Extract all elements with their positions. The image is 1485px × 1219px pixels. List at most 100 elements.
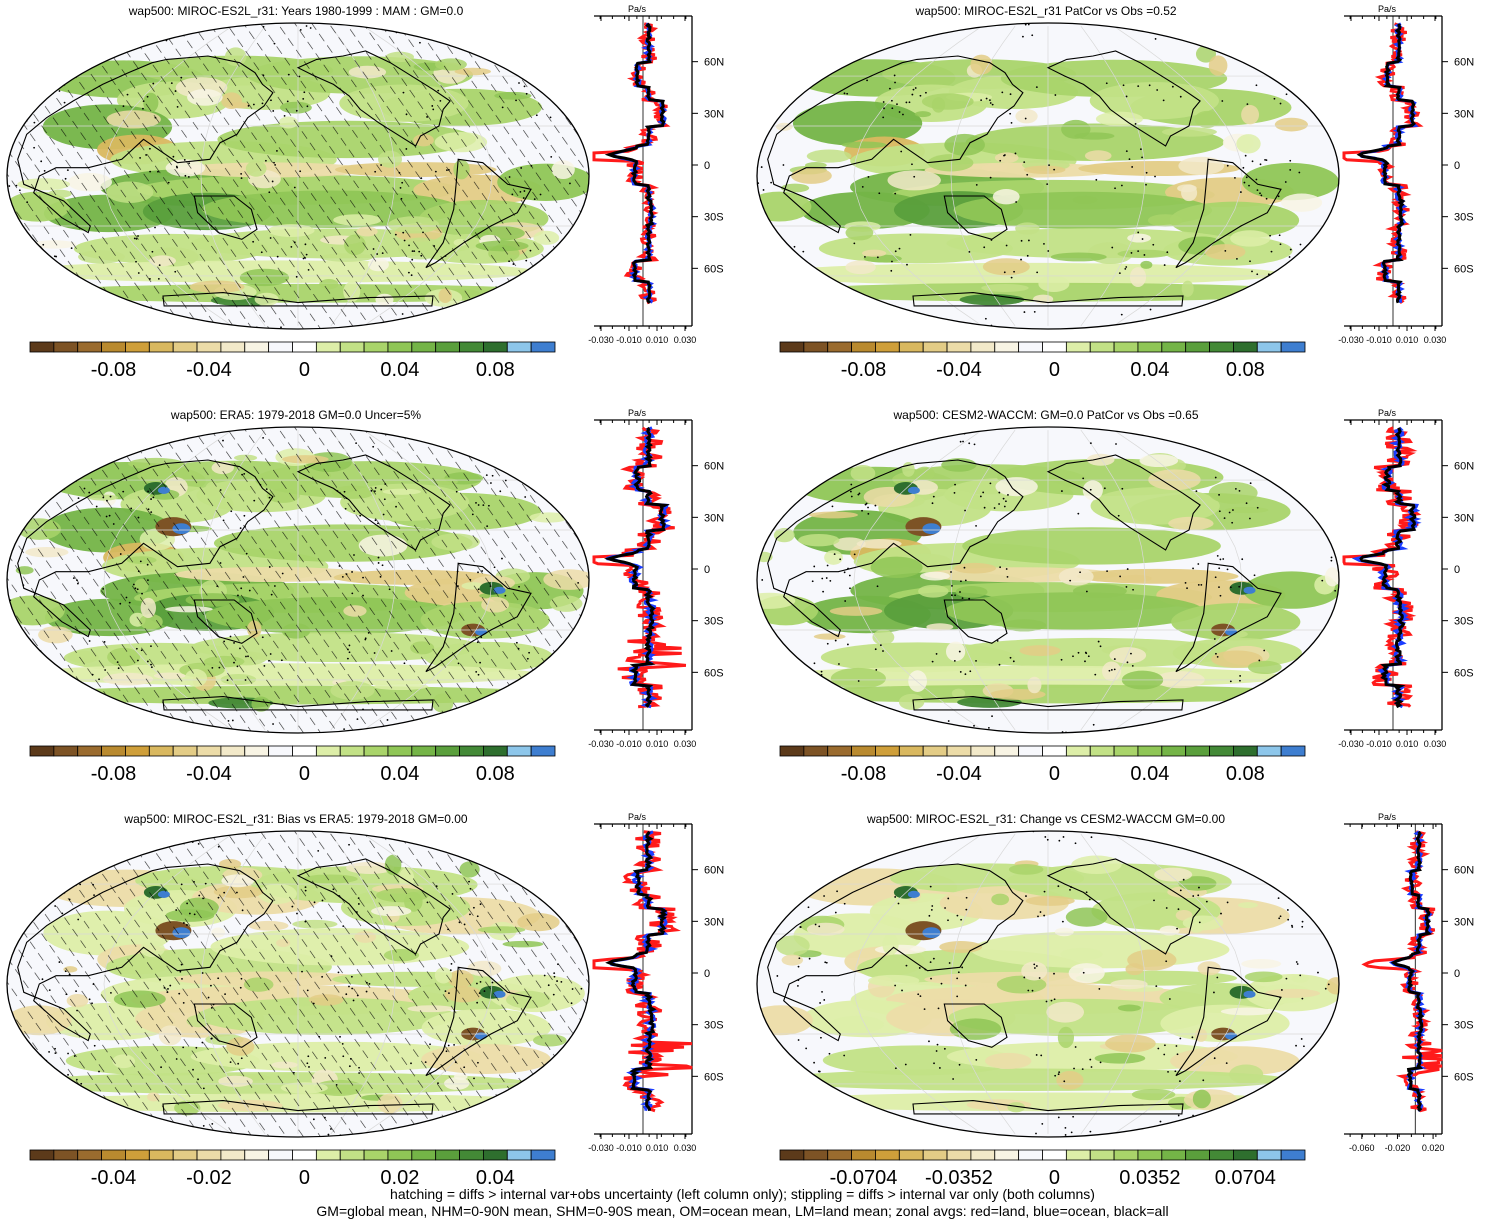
map-colour-blob xyxy=(806,149,852,163)
colorbar-bin xyxy=(196,341,222,353)
colorbar-bin xyxy=(530,1149,556,1161)
colorbar-bin xyxy=(922,745,948,757)
map-colour-blob xyxy=(1161,127,1217,137)
colorbar-bin xyxy=(77,1149,102,1161)
colorbar-bin xyxy=(53,1149,79,1161)
map-colour-blob xyxy=(985,1052,1032,1069)
coastline xyxy=(912,696,1184,711)
lat-tick-label: 30S xyxy=(1454,616,1474,628)
colorbar: -0.08 -0.04 0 0.04 0.08 xyxy=(779,745,1306,785)
map-colour-blob xyxy=(1291,974,1309,983)
colorbar-tick-label: -0.08 xyxy=(91,359,137,381)
lat-tick-label: 60S xyxy=(704,667,724,679)
colorbar: -0.08 -0.04 0 0.04 0.08 xyxy=(29,341,556,381)
colorbar-bin xyxy=(292,341,317,353)
colorbar-bin xyxy=(220,341,246,353)
map xyxy=(6,830,590,1138)
colorbar-bin xyxy=(77,341,102,353)
colorbar-tick-label: 0 xyxy=(299,763,310,785)
map-colour-blob xyxy=(887,170,941,191)
zonal-unit-label: Pa/s xyxy=(1378,408,1397,418)
map-colour-blob xyxy=(1225,506,1269,514)
colorbar-bin xyxy=(220,745,246,757)
lat-tick-label: 30N xyxy=(1454,108,1474,120)
map-colour-blob xyxy=(953,562,996,574)
colorbar-bin xyxy=(220,1149,246,1161)
map-colour-blob xyxy=(922,927,941,939)
map-colour-blob xyxy=(813,633,846,640)
coastline xyxy=(1175,966,1282,1077)
panel-3: wap500: ERA5: 1979-2018 GM=0.0 Uncer=5% P… xyxy=(0,408,742,813)
colorbar-bin xyxy=(387,1149,413,1161)
colorbar-bin xyxy=(125,341,150,353)
map-colour-blob xyxy=(1127,233,1151,243)
colorbar-bin xyxy=(339,745,365,757)
map-colour-blob xyxy=(965,123,1225,161)
colorbar-bin xyxy=(506,341,532,353)
map-colour-blob xyxy=(798,533,840,547)
map-colour-blob xyxy=(1274,117,1308,132)
zonal-x-tick-label: 0.030 xyxy=(1424,739,1447,749)
colorbar-bin xyxy=(315,1149,341,1161)
map xyxy=(756,830,1340,1138)
zonal-mean-all-line xyxy=(605,830,668,1111)
colorbar-bin xyxy=(483,1149,508,1161)
map-colour-blob xyxy=(1002,619,1047,632)
map-colour-blob xyxy=(926,623,954,631)
map-colour-blob xyxy=(841,141,887,149)
map-colour-blob xyxy=(1170,1046,1300,1077)
map-colour-blob xyxy=(981,163,1008,172)
colorbar-bin xyxy=(53,341,79,353)
lat-tick-label: 0 xyxy=(1454,968,1460,980)
map-colour-blob xyxy=(757,1005,813,1036)
colorbar-bin xyxy=(435,341,460,353)
colorbar-bin xyxy=(922,1149,948,1161)
colorbar-bin xyxy=(435,745,460,757)
zonal-mean-plot: Pa/s 60N 30N 0 30S 60S -0.030 -0.010 0.010 0.030 xyxy=(1338,408,1474,749)
zonal-x-tick-label: 0.030 xyxy=(1424,335,1447,345)
colorbar-bin xyxy=(898,1149,924,1161)
zonal-unit-label: Pa/s xyxy=(1378,812,1397,822)
colorbar-bin xyxy=(506,1149,532,1161)
map-colour-blob xyxy=(945,592,1204,630)
colorbar-tick-label: -0.04 xyxy=(91,1167,137,1189)
coastline xyxy=(912,1100,1184,1115)
colorbar-bin xyxy=(435,1149,460,1161)
map-colour-blob xyxy=(764,262,1282,286)
map-colour-blob xyxy=(1007,1102,1025,1113)
zonal-x-tick-label: -0.010 xyxy=(616,739,642,749)
colorbar-bin xyxy=(1065,341,1091,353)
map-colour-blob xyxy=(773,528,795,543)
colorbar-bin xyxy=(1137,341,1163,353)
hatching xyxy=(7,427,589,733)
colorbar-bin xyxy=(101,745,126,757)
map-colour-blob xyxy=(882,933,899,956)
colorbar-bin xyxy=(148,341,174,353)
colorbar-bin xyxy=(851,341,876,353)
colorbar-tick-label: -0.08 xyxy=(91,763,137,785)
map-colour-blob xyxy=(1015,222,1040,235)
colorbar-tick-label: 0.04 xyxy=(1130,359,1169,381)
map xyxy=(6,426,590,734)
panel-title: wap500: MIROC-ES2L_r31: Years 1980-1999 … xyxy=(128,4,464,18)
map-colour-blob xyxy=(1237,902,1258,909)
map-colour-blob xyxy=(1068,963,1105,984)
map-colour-blob xyxy=(1054,927,1074,937)
map-colour-blob xyxy=(829,1015,884,1034)
map-colour-blob xyxy=(808,511,858,519)
map-colour-blob xyxy=(1046,1001,1085,1023)
colorbar: -0.0704 -0.0352 0 0.0352 0.0704 xyxy=(779,1149,1306,1189)
colorbar: -0.04 -0.02 0 0.02 0.04 xyxy=(29,1149,556,1189)
colorbar-bin xyxy=(172,341,198,353)
colorbar-bin xyxy=(1137,745,1163,757)
footer-line-2: GM=global mean, NHM=0-90N mean, SHM=0-90… xyxy=(316,1203,1169,1219)
colorbar-bin xyxy=(779,341,805,353)
lat-tick-label: 60N xyxy=(704,461,724,473)
zonal-mean-plot: Pa/s 60N 30N 0 30S 60S -0.060 -0.020 0.020 xyxy=(1344,812,1474,1153)
colorbar-bin xyxy=(922,341,948,353)
colorbar-tick-label: 0.08 xyxy=(476,763,515,785)
colorbar-bin xyxy=(875,745,900,757)
map-colour-blob xyxy=(1109,647,1147,664)
map-colour-blob xyxy=(970,54,993,75)
colorbar-bin xyxy=(387,745,413,757)
